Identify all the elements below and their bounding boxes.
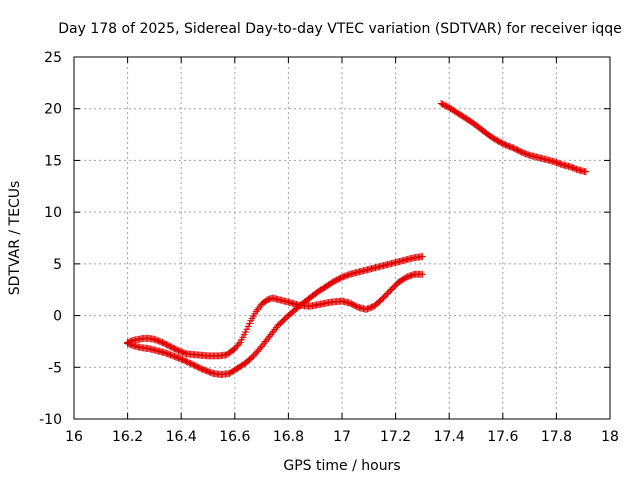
x-tick-label: 16 xyxy=(65,429,83,445)
data-point xyxy=(418,253,426,261)
series-track-b xyxy=(124,270,426,360)
y-tick-labels: -10 -5 0 5 10 15 20 25 xyxy=(39,50,62,428)
y-tick-label: 10 xyxy=(44,205,62,221)
data-point xyxy=(246,320,254,328)
y-tick-label: -5 xyxy=(48,360,62,376)
x-tick-label: 17.4 xyxy=(434,429,465,445)
x-axis-label: GPS time / hours xyxy=(283,458,400,474)
chart-title: Day 178 of 2025, Sidereal Day-to-day VTE… xyxy=(58,21,622,37)
x-tick-label: 16.8 xyxy=(273,429,304,445)
x-tick-label: 18 xyxy=(601,429,619,445)
grid-lines xyxy=(74,57,610,419)
data-point xyxy=(254,306,262,314)
series-track-a xyxy=(124,253,426,379)
data-point xyxy=(418,270,426,278)
x-tick-label: 16.2 xyxy=(112,429,143,445)
data-point xyxy=(243,325,251,333)
data-point xyxy=(582,168,590,176)
y-tick-label: 25 xyxy=(44,50,62,66)
x-tick-labels: 16 16.2 16.4 16.6 16.8 17 17.2 17.4 17.6 17.8 18 xyxy=(65,429,619,445)
data-points xyxy=(124,100,590,379)
y-tick-label: -10 xyxy=(39,412,62,428)
x-tick-label: 17.2 xyxy=(380,429,411,445)
data-point xyxy=(244,322,252,330)
data-point xyxy=(242,328,250,336)
x-tick-label: 17 xyxy=(333,429,351,445)
x-tick-label: 17.8 xyxy=(541,429,572,445)
y-tick-label: 5 xyxy=(53,257,62,273)
x-tick-label: 17.6 xyxy=(487,429,518,445)
y-tick-label: 20 xyxy=(44,102,62,118)
y-tick-label: 0 xyxy=(53,309,62,325)
data-point xyxy=(252,307,260,315)
data-point xyxy=(235,340,243,348)
x-tick-label: 16.6 xyxy=(219,429,250,445)
y-tick-label: 15 xyxy=(44,153,62,169)
series-track-c xyxy=(437,100,590,176)
data-point xyxy=(255,304,263,312)
axis-ticks xyxy=(73,56,611,420)
y-axis-label: SDTVAR / TECUs xyxy=(7,181,23,296)
x-tick-label: 16.4 xyxy=(166,429,197,445)
